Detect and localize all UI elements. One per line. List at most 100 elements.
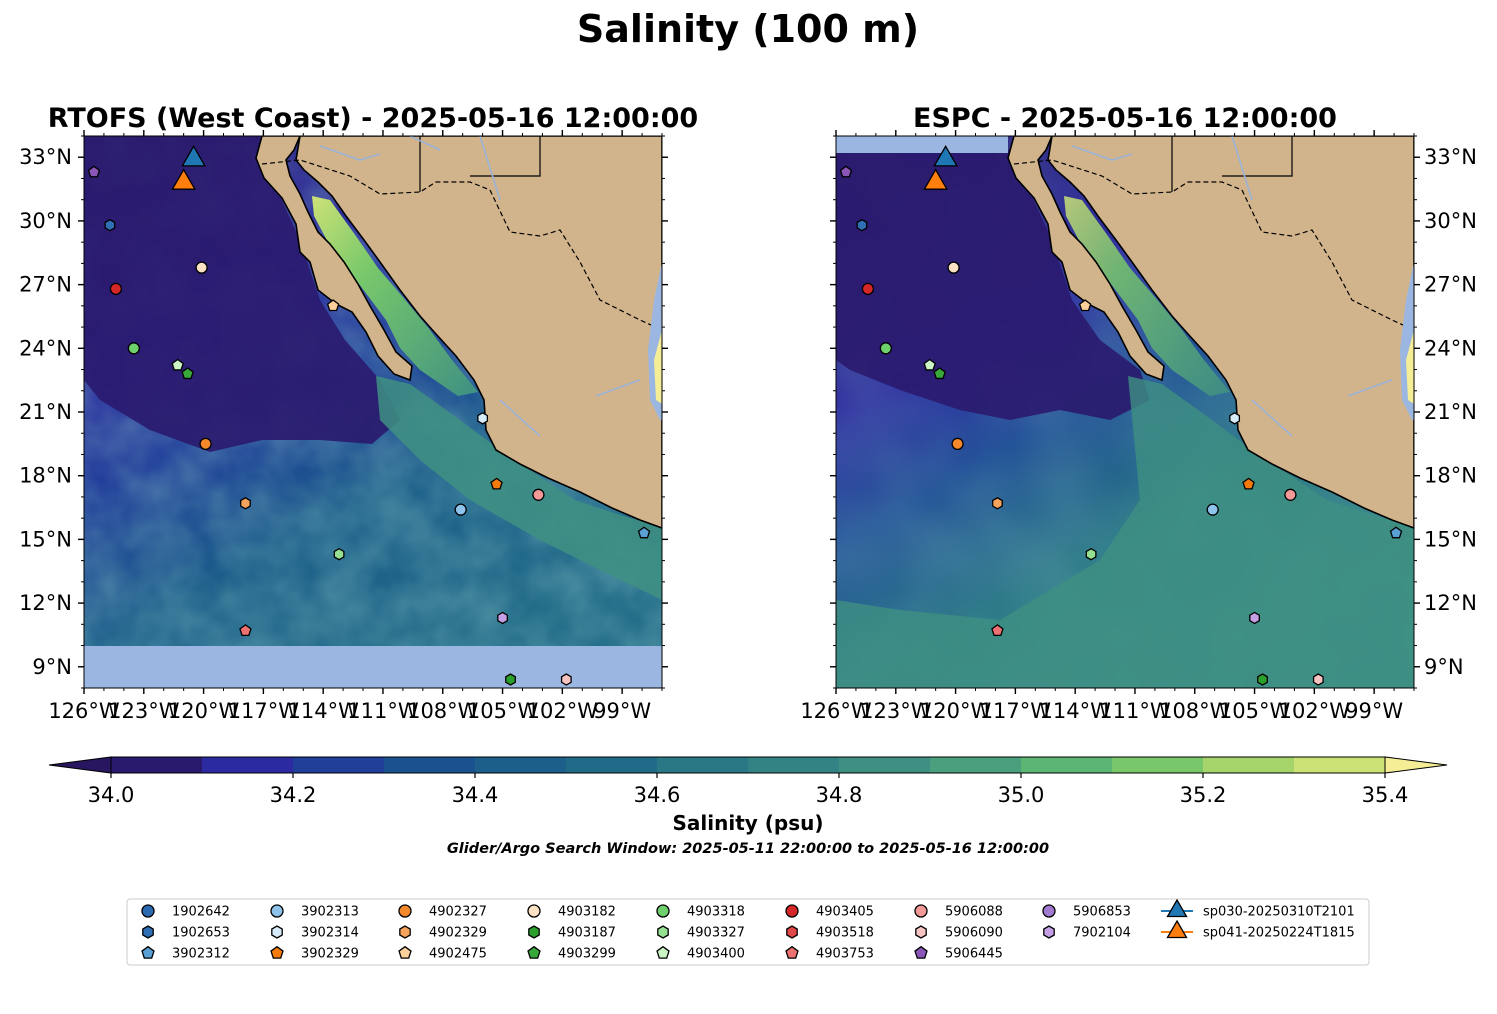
float-marker-4903318 [879,342,892,355]
land-espc [1007,136,1414,529]
colorbar-segment [1112,757,1204,773]
mainland-mexico [295,136,662,529]
float-marker-4902327 [199,437,212,450]
float-marker-3902329 [1242,477,1255,490]
legend-marker-4903753 [785,945,799,959]
colorbar-segment [748,757,840,773]
legend-marker-4903400 [656,945,670,959]
legend-marker-3902313 [270,904,284,918]
us-mexico-border [1013,159,1243,195]
y-tick-label: 9°N [32,655,72,679]
x-tick-label: 117°W [980,699,1052,723]
float-marker-3902313 [1206,503,1219,516]
x-tick-label: 99°W [1345,699,1403,723]
float-marker-3902312 [637,526,651,539]
coastal-band [836,376,1414,688]
y-tick-label: 27°N [19,273,72,297]
legend-label: 4903405 [816,905,874,920]
legend-marker-5906090 [915,925,927,939]
colorbar-segment [839,757,931,773]
x-tick-label: 111°W [347,699,419,723]
float-marker-3902314 [477,412,489,425]
legend-marker-4903187 [528,925,540,939]
legend-label: 4903182 [558,905,616,920]
legend-marker-4902329 [399,925,411,939]
legend-label: 4902329 [429,926,487,941]
colorbar-segment [475,757,567,773]
legend-label: 5906853 [1073,905,1131,920]
legend-label: 3902329 [301,947,359,962]
panel-rtofs: RTOFS (West Coast) - 2025-05-16 12:00:00… [19,103,698,723]
float-marker-5906088 [532,488,545,501]
colorbar-tick-label: 35.2 [1180,783,1227,807]
legend-label: 5906090 [945,926,1003,941]
colorbar-segment [657,757,749,773]
coastal-band [376,376,662,600]
baja-peninsula [255,136,413,382]
search-window-note: Glider/Argo Search Window: 2025-05-11 22… [447,841,1049,857]
low-salinity-core [84,136,400,452]
legend-marker-3902314 [271,925,283,939]
x-tick-label: 99°W [593,699,651,723]
glider-marker-sp030-20250310T2101 [181,145,207,167]
float-marker-4903299 [933,367,946,380]
float-marker-4903318 [127,342,140,355]
legend-marker-5906853 [1042,904,1056,918]
panel-title-espc: ESPC - 2025-05-16 12:00:00 [913,103,1337,134]
legend-label: 5906088 [945,905,1003,920]
y-tick-label: 24°N [19,336,72,360]
north-cutoff [836,136,1008,153]
colorbar-segment [1203,757,1295,773]
y-tick-label: 33°N [1424,145,1477,169]
figure-title: Salinity (100 m) [577,7,919,51]
y-tick-label: 9°N [1424,655,1464,679]
float-marker-4903187 [505,673,516,686]
float-marker-4903405 [861,282,875,296]
y-tick-label: 24°N [1424,336,1477,360]
glider-marker-sp030-20250310T2101 [933,145,959,167]
legend-marker-5906088 [914,904,928,918]
legend-label: 1902653 [172,926,230,941]
colorbar: 34.0 34.2 34.4 34.6 34.8 35.0 35.2 35.4 [48,756,1448,807]
legend-label: 4903753 [816,947,874,962]
float-marker-4902327 [951,437,964,450]
colorbar-tick-label: 34.8 [816,783,863,807]
float-marker-4903405 [109,282,123,296]
glider-marker-sp041-20250224T1815 [171,168,197,190]
colorbar-segment [566,757,658,773]
colorbar-label: Salinity (psu) [672,811,823,835]
y-tick-label: 12°N [1424,591,1477,615]
float-marker-1902653 [104,218,116,232]
x-tick-label: 123°W [860,699,932,723]
legend-label: 3902313 [301,905,359,920]
float-marker-5906090 [560,673,572,686]
legend-label: 4903400 [687,947,745,962]
float-marker-5906445 [87,165,101,178]
float-marker-3902313 [454,503,467,516]
state-border [489,189,662,331]
y-tick-label: 30°N [1424,209,1477,233]
x-tick-label: 120°W [168,699,240,723]
glider-marker-sp041-20250224T1815 [923,168,949,190]
legend-label: sp030-20250310T2101 [1203,905,1355,920]
legend-marker-4903182 [527,904,541,918]
legend-label: 3902314 [301,926,359,941]
colorbar-frame [110,756,1386,774]
float-marker-5906090 [1312,673,1324,686]
mainland-mexico [1047,136,1414,529]
legend-label: 4903187 [558,926,616,941]
float-marker-4903327 [333,547,345,561]
float-marker-4903753 [239,624,252,636]
float-marker-4902329 [992,497,1003,510]
legend-marker-3902312 [141,945,155,959]
colorbar-segment [111,757,203,773]
float-marker-3902329 [490,477,503,490]
float-marker-3902314 [1229,412,1241,425]
float-marker-5906445 [839,165,853,178]
x-tick-label: 114°W [287,699,359,723]
us-mexico-border [261,159,491,195]
float-marker-4902475 [326,299,340,312]
x-tick-label: 117°W [228,699,300,723]
legend-marker-sp030-20250310T2101 [1166,898,1188,918]
